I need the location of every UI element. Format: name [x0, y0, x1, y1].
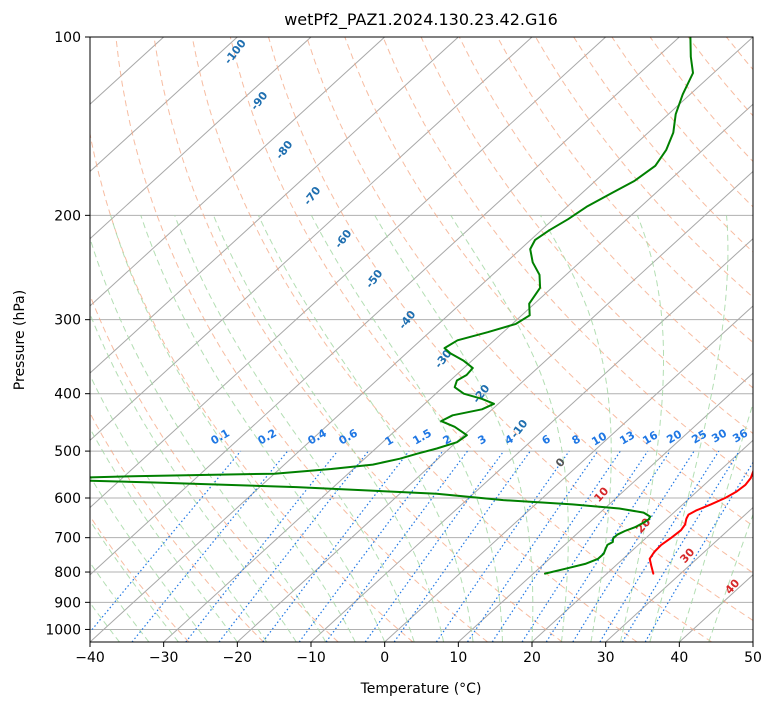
y-tick-label: 100	[54, 30, 81, 46]
dry-adiabat-line	[90, 131, 414, 642]
moist-adiabat-line	[90, 475, 209, 642]
x-tick-label: 50	[744, 650, 762, 666]
x-tick-label: −30	[149, 650, 179, 666]
mixing-ratio-line	[90, 450, 242, 633]
moist-adiabat-line	[110, 215, 356, 642]
mixing-ratio-line	[435, 450, 570, 642]
moist-adiabat-line	[450, 215, 569, 642]
moist-adiabat-line	[213, 215, 445, 642]
mixing-ratio-line	[185, 450, 339, 642]
moist-adiabat-line	[310, 215, 503, 642]
dry-adiabat-line	[90, 515, 190, 642]
dry-adiabat-line	[344, 37, 753, 527]
isotherm-line	[90, 37, 312, 240]
isotherm-line	[90, 37, 238, 173]
y-tick-label: 500	[54, 444, 81, 460]
y-tick-label: 300	[54, 313, 81, 329]
mixing-ratio-line	[466, 450, 599, 642]
dry-adiabat-line	[90, 412, 264, 642]
moist-adiabat-line	[140, 215, 386, 642]
dry-adiabat-line	[535, 37, 753, 298]
x-tick-label: 10	[449, 650, 467, 666]
moist-adiabat-line	[90, 312, 297, 642]
mixing-ratio-line	[491, 450, 621, 642]
mixing-ratio-line	[262, 450, 410, 642]
moist-adiabat-line	[257, 215, 474, 642]
temperature-profile-line	[648, 463, 753, 575]
x-tick-label: −20	[223, 650, 253, 666]
dry-adiabat-line	[306, 37, 753, 574]
dry-adiabat-line	[191, 37, 638, 642]
y-tick-label: 400	[54, 387, 81, 403]
y-tick-label: 900	[54, 595, 81, 611]
x-tick-label: −10	[296, 650, 326, 666]
x-axis-label: Temperature (°C)	[360, 681, 482, 697]
isotherm-line	[90, 37, 753, 642]
dewpoint-profile-line	[90, 37, 694, 575]
y-axis-label: Pressure (hPa)	[12, 290, 28, 390]
isotherm-line	[90, 37, 386, 307]
x-tick-label: −40	[75, 650, 105, 666]
mixing-ratio-line	[521, 450, 649, 642]
mixing-ratio-line	[298, 450, 444, 642]
isotherm-line	[236, 170, 753, 642]
x-tick-label: 40	[670, 650, 688, 666]
moist-adiabat-line	[619, 215, 664, 642]
y-tick-label: 1000	[45, 622, 81, 638]
mixing-ratio-line	[364, 450, 505, 642]
axes: −40 −30 −20 −10 0 10 20 30 40 50 100 200 300 400 500 60…	[45, 30, 762, 666]
dry-adiabat-line	[496, 37, 753, 344]
dry-adiabat-line	[115, 37, 488, 642]
isotherm-line	[531, 439, 753, 642]
isotherm-line	[90, 37, 533, 442]
isotherm-line	[605, 506, 753, 642]
isotherm-line	[457, 372, 753, 642]
isotherm-line	[163, 103, 753, 642]
dry-adiabat-line	[765, 37, 775, 642]
isotherm-line	[90, 37, 607, 509]
isotherm-line	[310, 237, 753, 642]
dry-adiabat-line	[153, 37, 563, 642]
moist-adiabat-line	[90, 427, 238, 642]
moist-adiabat-line	[374, 215, 534, 642]
mixing-ratio-line	[545, 450, 671, 642]
isotherm-line	[384, 305, 753, 642]
mixing-ratio-line	[572, 450, 695, 642]
y-tick-label: 700	[54, 531, 81, 547]
background-lines	[90, 37, 775, 642]
y-tick-label: 800	[54, 565, 81, 581]
isotherm-line	[90, 37, 459, 374]
isotherm-line	[752, 641, 753, 642]
mixing-ratio-line	[393, 450, 531, 642]
dry-adiabat-line	[268, 37, 753, 622]
y-tick-label: 200	[54, 208, 81, 224]
profiles	[90, 37, 753, 575]
dry-adiabat-line	[382, 37, 753, 481]
moist-adiabat-line	[90, 374, 268, 642]
mixing-ratio-line	[131, 450, 289, 642]
dry-adiabat-line	[229, 37, 712, 642]
mixing-ratio-line	[325, 450, 468, 642]
mixing-ratio-line	[621, 450, 740, 642]
isotherm-line	[90, 37, 680, 576]
plot-frame	[89, 36, 754, 643]
x-tick-label: 20	[523, 650, 541, 666]
x-tick-label: 30	[597, 650, 615, 666]
moist-adiabat-line	[90, 236, 327, 642]
x-tick-label: 0	[380, 650, 389, 666]
chart-title: wetPf2_PAZ1.2024.130.23.42.G16	[284, 10, 558, 30]
y-tick-label: 600	[54, 491, 81, 507]
